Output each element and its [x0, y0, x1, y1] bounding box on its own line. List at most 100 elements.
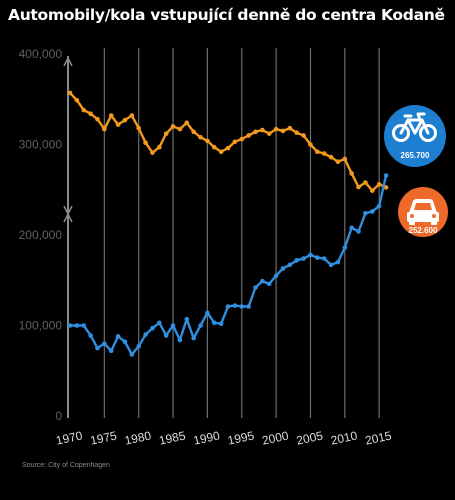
x-tick-label: 1990	[192, 428, 221, 447]
bicycle-frame	[399, 112, 430, 135]
data-point	[239, 304, 245, 309]
bicycle-wheel	[419, 124, 437, 142]
data-point	[246, 304, 251, 309]
data-point	[115, 334, 121, 339]
data-point	[170, 124, 176, 129]
data-point	[115, 122, 121, 127]
end-badges: 265.700 252.600	[384, 105, 448, 237]
x-axis-tick-labels: 1970 1975 1980 1985 1990 1995 2000 2005 2010 2015	[55, 428, 393, 447]
y-tick-label: 0	[55, 409, 62, 423]
data-point	[239, 136, 245, 142]
data-point	[363, 210, 368, 216]
data-point	[191, 129, 196, 135]
series-layer	[67, 90, 389, 357]
bicycle-badge-circle	[384, 105, 446, 167]
y-tick-label: 300,000	[19, 138, 63, 152]
data-point	[321, 256, 327, 261]
data-point	[315, 149, 320, 155]
data-point	[129, 113, 135, 118]
data-point	[280, 128, 286, 134]
source-note: Source: City of Copenhagen	[22, 462, 110, 469]
data-point	[67, 323, 73, 328]
data-point	[260, 278, 265, 284]
data-point	[280, 266, 286, 271]
x-tick-label: 2000	[261, 428, 290, 447]
data-point	[102, 126, 107, 132]
data-point	[88, 333, 93, 338]
data-point	[136, 125, 141, 131]
data-point	[74, 323, 80, 328]
data-point	[356, 229, 361, 234]
data-point	[205, 310, 210, 316]
data-point	[67, 90, 73, 96]
data-point	[266, 131, 272, 136]
car-wheel	[409, 220, 415, 225]
data-point	[349, 225, 354, 231]
car-headlight	[410, 214, 414, 218]
data-point	[170, 323, 176, 328]
bicycle-icon	[392, 112, 437, 142]
data-point	[218, 321, 224, 326]
data-point	[143, 140, 148, 145]
y-tick-label: 100,000	[19, 319, 63, 333]
grid-lines	[103, 48, 380, 418]
bicycle-badge: 265.700	[384, 105, 446, 167]
data-point	[129, 352, 135, 357]
data-point	[321, 151, 327, 156]
bicycle-value-label: 265.700	[401, 151, 430, 160]
car-badge: 252.600	[398, 187, 448, 237]
data-point	[122, 339, 128, 345]
data-point	[74, 97, 80, 103]
data-point	[253, 129, 258, 135]
data-point	[198, 323, 203, 328]
data-point	[136, 344, 141, 349]
data-point	[376, 203, 382, 209]
data-point	[301, 256, 306, 261]
y-axis	[63, 56, 73, 418]
car-headlight	[432, 214, 436, 218]
data-point	[363, 180, 368, 185]
data-point	[211, 144, 217, 150]
data-point	[163, 131, 169, 136]
data-point	[81, 107, 87, 113]
data-point	[356, 184, 361, 190]
data-point	[177, 337, 183, 343]
data-point	[225, 145, 231, 151]
data-point	[205, 138, 210, 144]
data-point	[122, 117, 128, 123]
data-point	[294, 130, 300, 136]
data-point	[191, 335, 196, 341]
data-point	[232, 139, 238, 145]
x-tick-label: 1995	[226, 428, 255, 447]
y-tick-label: 200,000	[19, 228, 63, 242]
data-point	[218, 149, 224, 155]
data-point	[88, 111, 93, 117]
data-point	[184, 120, 190, 126]
y-axis-arrow-up	[63, 56, 73, 67]
chart-title: Automobily/kola vstupující denně do cent…	[8, 6, 445, 24]
series-line	[69, 92, 387, 192]
data-point	[150, 150, 155, 155]
data-point	[95, 116, 100, 122]
data-point	[308, 142, 313, 147]
series-line	[70, 175, 388, 356]
data-point	[273, 273, 279, 279]
data-point	[95, 345, 100, 351]
data-point	[383, 185, 389, 190]
data-point	[383, 173, 389, 178]
data-point	[308, 252, 313, 258]
x-tick-label: 2005	[295, 428, 324, 447]
data-point	[157, 144, 162, 150]
x-tick-label: 1970	[55, 428, 84, 447]
data-point	[102, 341, 107, 346]
data-point	[157, 320, 162, 326]
data-point	[342, 156, 348, 162]
x-tick-label: 1975	[89, 428, 118, 447]
car-window	[414, 203, 432, 210]
x-tick-label: 2015	[364, 428, 393, 447]
y-tick-label: 400,000	[19, 47, 63, 61]
data-point	[177, 126, 183, 132]
data-point	[328, 262, 334, 268]
data-point	[273, 126, 279, 132]
